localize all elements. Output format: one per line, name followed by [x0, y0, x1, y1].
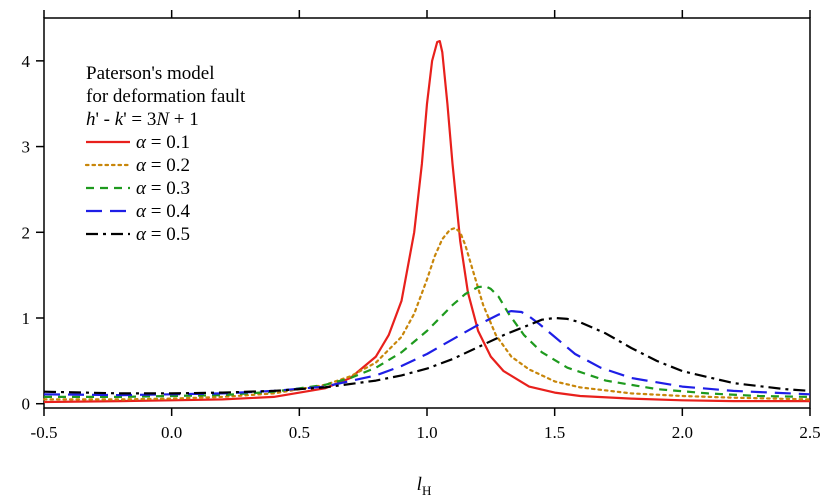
x-tick-label-6: 2.5	[799, 423, 820, 442]
tick-labels: -0.5 0.0 0.5 1.0 1.5 2.0 2.5 0 1 2 3 4	[22, 52, 821, 442]
y-tick-label-2: 2	[22, 223, 31, 242]
legend-condition: h' - k' = 3N + 1	[86, 109, 199, 130]
axis-ticks	[36, 10, 811, 416]
legend-title-line-1: Paterson's model	[86, 63, 215, 84]
x-tick-label-3: 1.0	[416, 423, 437, 442]
y-tick-label-4: 4	[22, 52, 31, 71]
x-tick-label-5: 2.0	[672, 423, 693, 442]
legend-label-5: α = 0.5	[136, 224, 190, 245]
legend-label-1: α = 0.1	[136, 132, 190, 153]
series-line-5	[43, 316, 811, 395]
y-tick-label-1: 1	[22, 309, 31, 328]
x-tick-label-0: -0.5	[31, 423, 58, 442]
legend-label-2: α = 0.2	[136, 155, 190, 176]
series-line-3	[44, 285, 811, 398]
legend-title-line-2: for deformation fault	[86, 86, 246, 107]
legend-label-3: α = 0.3	[136, 178, 190, 199]
series-line-4	[43, 310, 811, 397]
legend: Paterson's model for deformation fault h…	[84, 63, 246, 245]
legend-label-4: α = 0.4	[136, 201, 190, 222]
y-tick-label-0: 0	[22, 395, 31, 414]
x-tick-label-2: 0.5	[289, 423, 310, 442]
series-layer	[42, 40, 812, 404]
legend-entries: α = 0.1α = 0.2α = 0.3α = 0.4α = 0.5	[84, 132, 190, 245]
y-tick-label-3: 3	[22, 138, 31, 157]
x-axis-label: lH	[417, 474, 432, 498]
x-tick-label-1: 0.0	[161, 423, 182, 442]
x-tick-label-4: 1.5	[544, 423, 565, 442]
